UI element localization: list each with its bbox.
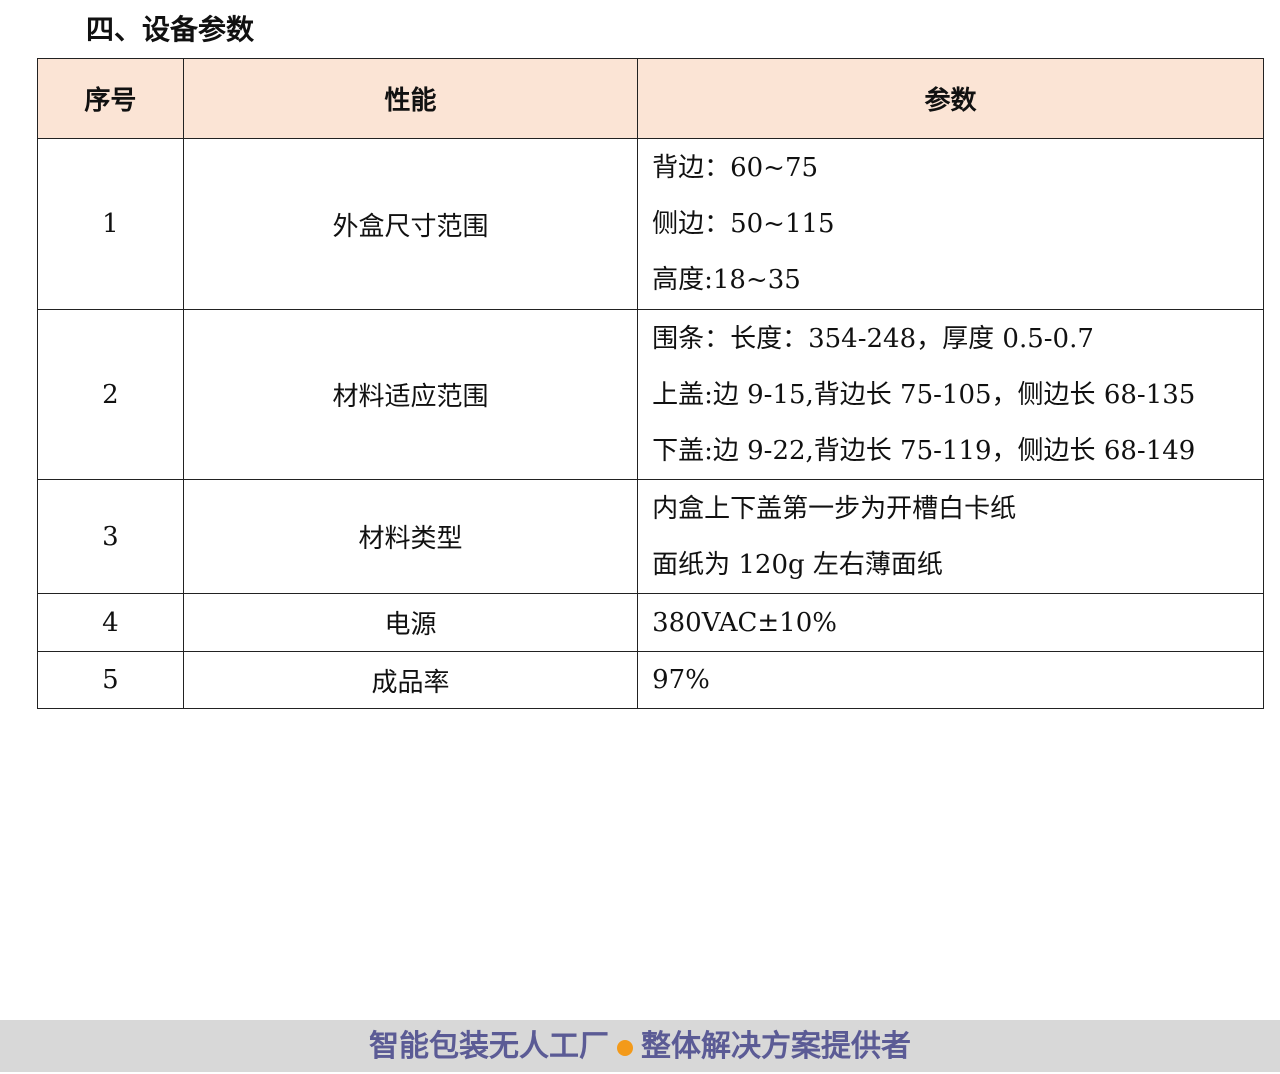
- row-parameters: 97%: [637, 651, 1264, 709]
- row-no: 3: [37, 479, 184, 594]
- table-row: 1 外盒尺寸范围 背边：60~75 侧边：50~115 高度:18~35: [37, 138, 1264, 310]
- row-performance: 成品率: [182, 651, 639, 709]
- param-line: 内盒上下盖第一步为开槽白卡纸: [652, 493, 1017, 524]
- dot-icon: [617, 1039, 633, 1056]
- row-performance: 材料适应范围: [182, 309, 639, 480]
- param-line: 上盖:边 9-15,背边长 75-105，侧边长 68-135: [652, 379, 1196, 410]
- row-performance: 外盒尺寸范围: [182, 138, 639, 310]
- row-performance: 材料类型: [182, 479, 639, 594]
- header-parameters: 参数: [637, 58, 1264, 139]
- table-row: 5 成品率 97%: [37, 651, 1264, 709]
- row-no: 1: [37, 138, 184, 310]
- row-parameters: 380VAC±10%: [637, 593, 1264, 652]
- row-no: 2: [37, 309, 184, 480]
- param-line: 背边：60~75: [652, 153, 819, 183]
- row-parameters: 围条：长度：354-248，厚度 0.5-0.7 上盖:边 9-15,背边长 7…: [637, 309, 1264, 480]
- table-row: 3 材料类型 内盒上下盖第一步为开槽白卡纸 面纸为 120g 左右薄面纸: [37, 479, 1264, 594]
- footer-slogan-left: 智能包装无人工厂: [369, 1029, 609, 1064]
- row-parameters: 背边：60~75 侧边：50~115 高度:18~35: [637, 138, 1264, 310]
- section-title: 四、设备参数: [86, 13, 255, 46]
- row-parameters: 内盒上下盖第一步为开槽白卡纸 面纸为 120g 左右薄面纸: [637, 479, 1264, 594]
- row-no: 4: [37, 593, 184, 652]
- table-row: 4 电源 380VAC±10%: [37, 593, 1264, 652]
- row-no: 5: [37, 651, 184, 709]
- footer-slogan-right: 整体解决方案提供者: [641, 1029, 911, 1064]
- param-line: 97%: [652, 665, 710, 695]
- table-row: 2 材料适应范围 围条：长度：354-248，厚度 0.5-0.7 上盖:边 9…: [37, 309, 1264, 480]
- param-line: 380VAC±10%: [652, 607, 837, 638]
- param-line: 围条：长度：354-248，厚度 0.5-0.7: [652, 323, 1094, 354]
- row-performance: 电源: [182, 593, 639, 652]
- param-line: 面纸为 120g 左右薄面纸: [652, 549, 943, 580]
- header-performance: 性能: [182, 58, 639, 139]
- header-no: 序号: [37, 58, 184, 139]
- param-line: 下盖:边 9-22,背边长 75-119，侧边长 68-149: [652, 435, 1196, 466]
- param-line: 高度:18~35: [652, 265, 801, 295]
- footer-banner: 智能包装无人工厂 整体解决方案提供者: [0, 1020, 1280, 1072]
- table-header-row: 序号 性能 参数: [37, 58, 1264, 139]
- param-line: 侧边：50~115: [652, 209, 835, 239]
- parameters-table: 序号 性能 参数 1 外盒尺寸范围 背边：60~75 侧边：50~115 高度:…: [37, 58, 1264, 709]
